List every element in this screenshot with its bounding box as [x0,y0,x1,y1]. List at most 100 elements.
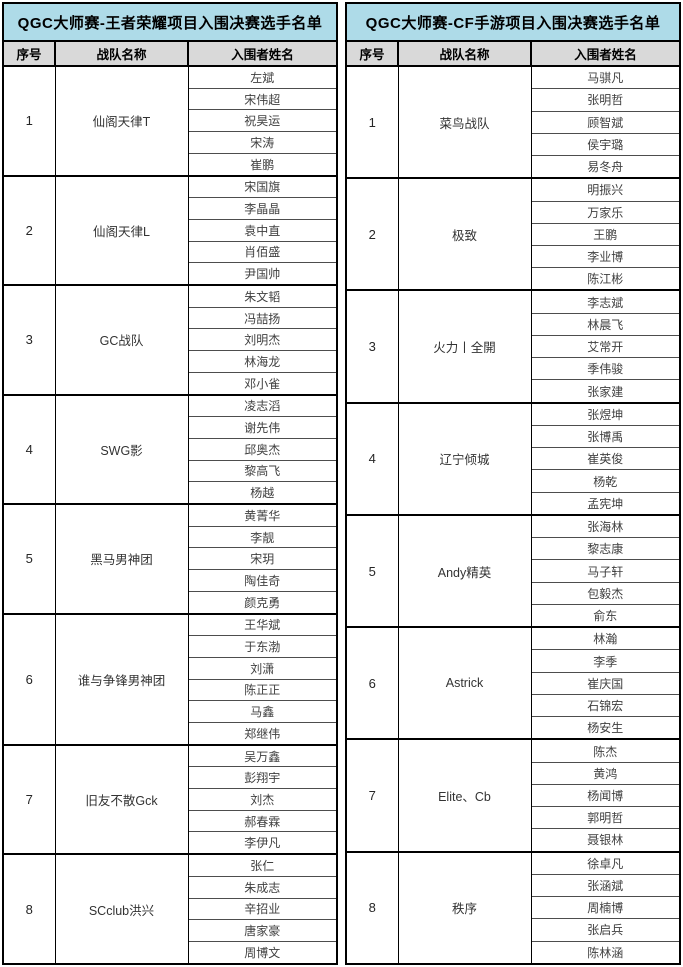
team-name-cell: 谁与争锋男神团 [54,612,189,745]
team-name-cell: 仙阁天律L [54,174,189,285]
player-row: 宋涛 [3,131,338,154]
player-row: 7 旧友不散Gck 吴万鑫 [2,743,338,855]
team-name-cell: SWG影 [54,393,189,504]
player-name-cell: 马鑫 [187,700,338,723]
player-name-cell: 朱成志 [187,875,338,899]
team-name-cell: GC战队 [54,284,189,395]
player-name-cell: 陶佳奇 [187,569,338,592]
player-row: 颜克勇 [3,590,338,614]
column-header-team: 战队名称 [54,40,189,67]
player-name-cell: 于东渤 [187,635,338,658]
roster-body: 1 仙阁天律T 左斌 宋伟超 祝昊运 宋涛 崔鹏 2 仙阁天律L 宋国旗 李晶晶 袁中直 肖佰盛 尹国帅 3… [2,64,338,964]
player-row: 8 SCclub洪兴 张仁 [2,853,338,964]
team-name-cell: Elite、Cb [397,738,532,852]
player-name-cell: 徐卓凡 [530,850,681,875]
roster-body: 1 菜鸟战队 马骐凡 张明哲 顾智斌 侯宇璐 易冬舟 2 极致 明振兴 万家乐 王鹏 李业博 陈江彬 3 火力… [345,64,681,964]
player-name-cell: 宋国旗 [187,174,338,198]
player-row: 2 极致 明振兴 [345,177,681,291]
player-row: 张家建 [346,379,681,403]
player-row: 陶佳奇 [3,569,338,592]
player-name-cell: 林瀚 [530,626,681,650]
player-row: 刘杰 [3,788,338,811]
player-name-cell: 黎高飞 [187,459,338,482]
player-name-cell: 辛招业 [187,897,338,920]
player-name-cell: 陈林涵 [530,940,681,964]
team-number-cell: 4 [345,401,399,515]
player-name-cell: 聂银林 [530,828,681,852]
player-row: 马子轩 [346,559,681,583]
team-name-cell: 辽宁倾城 [397,401,532,515]
player-name-cell: 郭明哲 [530,806,681,829]
player-row: 尹国帅 [3,262,338,285]
player-row: 朱成志 [3,875,338,899]
player-row: 崔英俊 [346,447,681,470]
player-name-cell: 郑继伟 [187,721,338,745]
player-name-cell: 李志斌 [530,289,681,314]
team-number-cell: 7 [345,738,399,852]
player-row: 刘明杰 [3,328,338,351]
player-name-cell: 顾智斌 [530,110,681,134]
player-row: 崔鹏 [3,152,338,176]
player-row: 林海龙 [3,350,338,373]
player-row: 袁中直 [3,218,338,242]
team-number-cell: 6 [2,612,56,745]
player-name-cell: 陈正正 [187,678,338,701]
player-row: 张明哲 [346,88,681,112]
player-row: 唐家豪 [3,919,338,942]
team-number-cell: 6 [345,626,399,740]
player-row: 7 Elite、Cb 陈杰 [345,738,681,852]
player-row: 林晨飞 [346,312,681,336]
player-row: 侯宇璐 [346,132,681,156]
player-name-cell: 张涵斌 [530,873,681,897]
player-name-cell: 凌志滔 [187,393,338,417]
player-row: 冯喆扬 [3,306,338,329]
player-row: 李晶晶 [3,197,338,220]
column-header-player: 入围者姓名 [187,40,338,67]
player-name-cell: 宋玥 [187,547,338,570]
player-name-cell: 祝昊运 [187,109,338,132]
player-row: 陈江彬 [346,267,681,291]
player-name-cell: 李业博 [530,244,681,268]
player-name-cell: 李晶晶 [187,197,338,220]
player-name-cell: 吴万鑫 [187,743,338,767]
player-row: 邓小雀 [3,371,338,395]
player-name-cell: 杨越 [187,481,338,504]
player-row: 5 Andy精英 张海林 [345,513,681,628]
player-name-cell: 明振兴 [530,177,681,202]
player-row: 8 秩序 徐卓凡 [345,850,681,964]
team-name-cell: Andy精英 [397,513,532,628]
player-name-cell: 肖佰盛 [187,240,338,263]
player-row: 张启兵 [346,918,681,942]
team-number-cell: 5 [345,513,399,628]
player-name-cell: 俞东 [530,603,681,628]
player-row: 陈正正 [3,678,338,701]
column-header-row: 序号 战队名称 入围者姓名 [345,40,681,67]
player-name-cell: 杨闻博 [530,783,681,807]
player-row: 2 仙阁天律L 宋国旗 [2,174,338,285]
player-name-cell: 袁中直 [187,218,338,242]
player-row: 黎高飞 [3,459,338,482]
player-name-cell: 易冬舟 [530,154,681,179]
player-row: 谢先伟 [3,416,338,439]
player-row: 杨乾 [346,469,681,493]
player-row: 刘潇 [3,656,338,680]
team-number-cell: 5 [2,503,56,614]
team-name-cell: 旧友不散Gck [54,743,189,855]
player-row: 1 菜鸟战队 马骐凡 [345,64,681,179]
player-row: 周楠博 [346,896,681,919]
player-row: 祝昊运 [3,109,338,132]
player-row: 石锦宏 [346,693,681,717]
player-name-cell: 邱奥杰 [187,437,338,461]
player-name-cell: 孟宪坤 [530,491,681,515]
player-name-cell: 李伊凡 [187,831,338,855]
roster-table-cf-mobile: QGC大师赛-CF手游项目入围决赛选手名单 序号 战队名称 入围者姓名 1 菜鸟战… [345,2,681,965]
player-row: 王鹏 [346,222,681,246]
player-name-cell: 张博禹 [530,425,681,448]
team-number-cell: 2 [2,174,56,285]
player-name-cell: 郝春霖 [187,809,338,832]
player-name-cell: 张仁 [187,853,338,877]
player-row: 郝春霖 [3,809,338,832]
player-name-cell: 黄鸿 [530,761,681,785]
team-number-cell: 1 [2,65,56,176]
